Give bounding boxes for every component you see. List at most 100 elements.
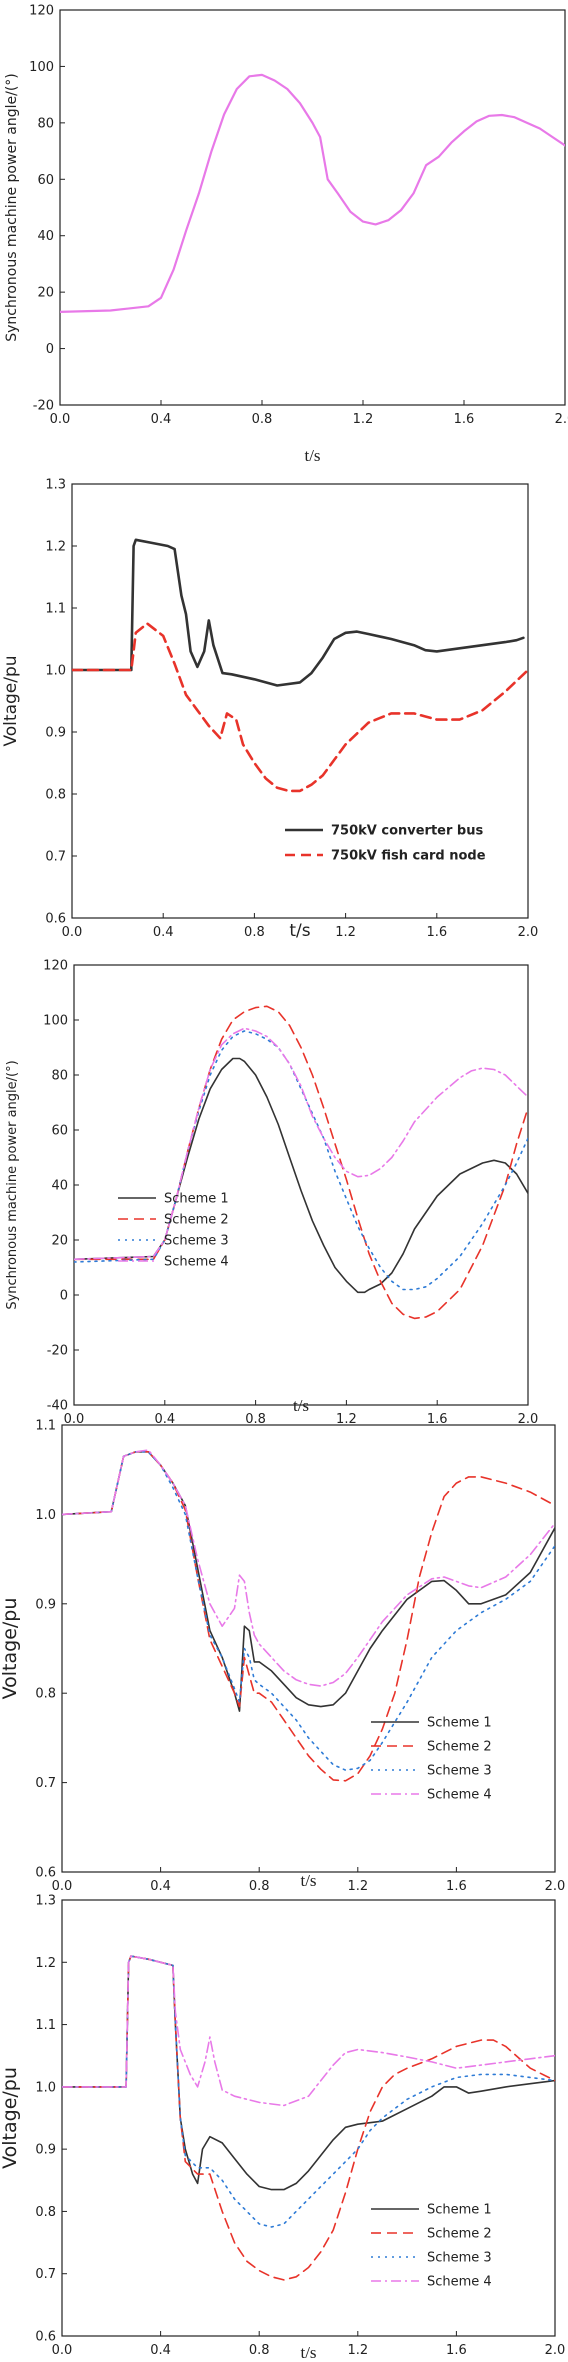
series-line-2	[62, 1450, 555, 1782]
x-tick-label: 1.6	[454, 412, 475, 427]
legend-label: Scheme 2	[427, 2227, 492, 2242]
y-tick-label: 100	[29, 60, 54, 75]
legend: Scheme 1 Scheme 2 Scheme 3 Scheme 4	[371, 1716, 492, 1803]
x-tick-label: 0.0	[50, 412, 71, 427]
x-tick-label: 1.6	[446, 2343, 467, 2358]
x-tick-label: 1.2	[353, 412, 374, 427]
series-line-4	[62, 1955, 555, 2107]
y-tick-label: 0.8	[35, 2205, 56, 2220]
y-tick-label: 120	[43, 959, 68, 974]
x-tick-label: 0.0	[62, 925, 83, 940]
x-axis-label: t/s	[304, 446, 320, 465]
y-tick-label: 120	[29, 4, 54, 19]
x-tick-label: 0.0	[64, 1412, 85, 1427]
y-tick-label: 0.7	[35, 2267, 56, 2282]
plot-frame	[61, 1899, 556, 2337]
y-tick-label: -40	[47, 1399, 68, 1414]
y-tick-label: 60	[51, 1124, 68, 1139]
y-tick-label: 1.0	[35, 1508, 56, 1523]
y-tick-label: 0.6	[45, 912, 66, 927]
y-axis-label: Voltage/pu	[0, 2067, 21, 2169]
legend: Scheme 1 Scheme 2 Scheme 3 Scheme 4	[371, 2203, 492, 2290]
x-tick-label: 2.0	[518, 1412, 539, 1427]
y-tick-label: 1.0	[35, 2080, 56, 2095]
x-tick-label: 1.6	[427, 1412, 448, 1427]
legend: Scheme 1 Scheme 2 Scheme 3 Scheme 4	[118, 1192, 229, 1270]
legend-label: Scheme 2	[427, 1740, 492, 1755]
y-tick-label: 80	[51, 1069, 68, 1084]
series-line-2	[74, 1005, 528, 1320]
chart-4: 0.0 0.4 0.8 1.2 1.6 2.0 0.6 0.7 0.8 0.9 1.0 1.1 t/s V…	[0, 1419, 565, 1895]
legend-label: Scheme 3	[427, 2251, 492, 2266]
y-tick-label: 40	[51, 1179, 68, 1194]
series-line-4	[62, 1449, 555, 1687]
y-tick-label: 0.8	[45, 788, 66, 803]
y-tick-label: 0.7	[35, 1776, 56, 1791]
y-tick-label: 20	[37, 286, 54, 301]
y-tick-label: 0.7	[45, 850, 66, 865]
legend-label: Scheme 4	[164, 1255, 229, 1270]
x-tick-label: 2.0	[545, 1879, 566, 1894]
plot-frame	[59, 9, 566, 406]
series-line-3	[74, 1030, 528, 1291]
y-tick-label: 20	[51, 1234, 68, 1249]
y-tick-label: 0	[60, 1289, 68, 1304]
x-tick-label: 0.4	[150, 2343, 171, 2358]
x-tick-label: 0.8	[249, 1879, 270, 1894]
legend-label: Scheme 2	[164, 1213, 229, 1228]
legend: 750kV converter bus 750kV fish card node	[285, 824, 486, 864]
legend-label: 750kV converter bus	[331, 824, 483, 839]
chart-3: 0.0 0.4 0.8 1.2 1.6 2.0 -40 -20 0 20 40 60 80 100 120 t…	[5, 959, 538, 1428]
legend-label: Scheme 1	[164, 1192, 229, 1207]
plot-frame	[71, 483, 529, 919]
series-line-1	[74, 1057, 528, 1294]
y-tick-label: 1.0	[45, 664, 66, 679]
y-tick-label: -20	[33, 399, 54, 414]
y-tick-label: 1.2	[45, 540, 66, 555]
plot-frame	[61, 1424, 556, 1873]
y-tick-label: 60	[37, 173, 54, 188]
legend-label: Scheme 1	[427, 2203, 492, 2218]
series-line-2	[62, 1955, 555, 2281]
chart-2: 0.0 0.4 0.8 1.2 1.6 2.0 0.6 0.7 0.8 0.9 1.0 1.1 1.2 1…	[1, 478, 538, 942]
x-axis-label: t/s	[289, 921, 310, 941]
legend-label: Scheme 1	[427, 1716, 492, 1731]
y-tick-label: 80	[37, 116, 54, 131]
x-tick-label: 0.0	[52, 1879, 73, 1894]
y-tick-label: 1.1	[45, 602, 66, 617]
x-tick-label: 0.8	[245, 1412, 266, 1427]
legend-label: Scheme 3	[427, 1764, 492, 1779]
y-tick-label: 100	[43, 1014, 68, 1029]
y-tick-label: 1.1	[35, 2018, 56, 2033]
y-axis-label: Synchronous machine power angle/(°)	[4, 73, 20, 342]
x-tick-label: 0.4	[151, 412, 172, 427]
series-line-1	[62, 1955, 555, 2191]
y-tick-label: 0.9	[35, 2143, 56, 2158]
y-tick-label: 1.3	[45, 478, 66, 493]
series-line-4	[74, 1027, 528, 1261]
series-line-3	[62, 1955, 555, 2228]
plot-frame	[73, 964, 529, 1406]
x-tick-label: 1.6	[446, 1879, 467, 1894]
y-tick-label: 0.6	[35, 2330, 56, 2345]
y-tick-label: 0.6	[35, 1866, 56, 1881]
x-tick-label: 1.6	[426, 925, 447, 940]
series-line-3	[62, 1450, 555, 1771]
legend-label: 750kV fish card node	[331, 849, 486, 864]
y-tick-label: 0.9	[35, 1597, 56, 1612]
legend-label: Scheme 4	[427, 2275, 492, 2290]
y-tick-label: -20	[47, 1344, 68, 1359]
y-tick-label: 1.1	[35, 1419, 56, 1434]
chart-5: 0.0 0.4 0.8 1.2 1.6 2.0 0.6 0.7 0.8 0.9 1.0 1.1 1.2 1…	[0, 1894, 565, 2362]
y-tick-label: 1.2	[35, 1956, 56, 1971]
series-line-1	[60, 73, 565, 313]
legend-label: Scheme 4	[427, 1788, 492, 1803]
x-tick-label: 0.8	[252, 412, 273, 427]
y-tick-label: 0	[46, 342, 54, 357]
y-tick-label: 0.9	[45, 726, 66, 741]
y-axis-label: Synchronous machine power angle/(°)	[5, 1060, 20, 1309]
series-line-1	[62, 1450, 555, 1712]
x-tick-label: 0.8	[249, 2343, 270, 2358]
x-tick-label: 0.4	[153, 925, 174, 940]
series-line-1	[72, 538, 525, 687]
